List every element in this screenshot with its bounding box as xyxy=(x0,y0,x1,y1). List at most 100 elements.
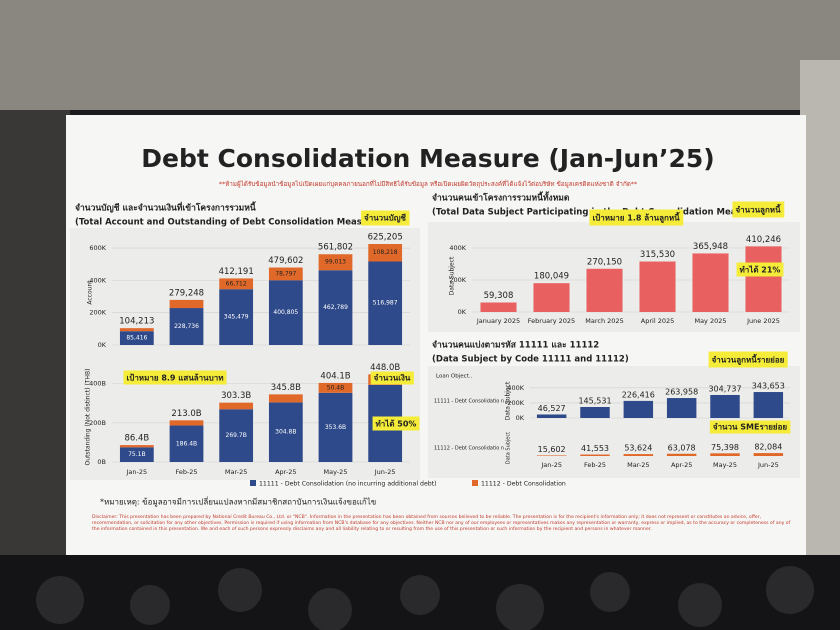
chart-title: จำนวนคนแบ่งตามรหัส 11111 และ 11112 xyxy=(432,340,599,351)
bar xyxy=(692,253,729,312)
bar-segment xyxy=(169,308,204,345)
y-tick-label: 400B xyxy=(89,380,106,388)
annotation-box xyxy=(123,370,227,385)
data-label: 516,987 xyxy=(373,300,398,307)
data-label: 462,789 xyxy=(323,304,348,311)
bar xyxy=(745,246,782,312)
y-axis-label: Account xyxy=(87,280,94,305)
bar-segment xyxy=(169,425,204,462)
legend-label: 11112 - Debt Consolidation xyxy=(481,481,566,488)
y-tick-label: 400K xyxy=(449,244,466,252)
y-tick-label: 200B xyxy=(89,419,106,427)
total-label: 213.0B xyxy=(171,409,201,419)
bar-segment xyxy=(219,289,254,345)
x-tick-label: May-25 xyxy=(713,461,737,469)
annotation: จำนวน SMEรายย่อย xyxy=(713,423,788,432)
data-label: 46,527 xyxy=(538,404,566,413)
bar-segment xyxy=(318,392,353,462)
y-axis-label: Data Subject xyxy=(449,256,456,295)
data-label: 78,797 xyxy=(275,270,296,277)
y-tick-label: 200K xyxy=(449,276,466,284)
data-label: 75,398 xyxy=(711,443,739,452)
legend-swatch xyxy=(472,480,478,486)
annotation: จำนวนบัญชี xyxy=(364,213,407,224)
annotation: เป้าหมาย 8.9 แสนล้านบาท xyxy=(127,373,224,383)
bar-segment xyxy=(268,402,303,462)
bar xyxy=(710,394,740,418)
data-label: 85,416 xyxy=(126,335,147,342)
data-label: 400,805 xyxy=(273,309,298,316)
bar-segment xyxy=(119,447,154,462)
annotation: ทำได้ 50% xyxy=(376,419,417,429)
data-label: 59,308 xyxy=(484,291,514,301)
data-label: 145,531 xyxy=(578,397,611,406)
y-axis-label: Outstanding (Not distinct) (THB) xyxy=(85,369,92,466)
bar xyxy=(623,400,654,418)
data-label: 41,553 xyxy=(581,444,609,453)
x-tick-label: Jan-25 xyxy=(126,468,148,476)
bar xyxy=(666,398,697,418)
data-label: 186.4B xyxy=(176,440,197,447)
bar xyxy=(536,455,567,456)
y-axis-label: Data Subject xyxy=(506,432,512,464)
y-tick-label: 200K xyxy=(507,399,524,407)
data-label: 365,948 xyxy=(693,242,728,252)
x-tick-label: Jun-25 xyxy=(374,468,396,476)
bar-segment xyxy=(318,382,353,393)
ceiling xyxy=(0,0,840,110)
x-tick-label: Feb-25 xyxy=(175,468,197,476)
annotation: จำนวนเงิน xyxy=(374,374,411,383)
data-label: 304.8B xyxy=(275,429,296,436)
bar-segment xyxy=(169,420,204,426)
y-axis-label: Data Subject xyxy=(505,381,512,420)
x-tick-label: Mar-25 xyxy=(225,468,247,476)
bar-segment xyxy=(119,328,154,332)
data-label: 15,602 xyxy=(538,445,566,454)
chart-subtitle: (Total Account and Outstanding of Debt C… xyxy=(75,218,387,228)
x-tick-label: March 2025 xyxy=(585,317,623,325)
data-label: 82,084 xyxy=(754,443,782,452)
bar-segment xyxy=(169,299,204,309)
total-label: 561,802 xyxy=(318,243,353,253)
facet-header: Loan Object.. xyxy=(436,374,473,380)
bar xyxy=(533,283,570,312)
x-tick-label: Apr-25 xyxy=(275,468,296,476)
x-tick-label: Apr-25 xyxy=(671,461,692,469)
annotation-box xyxy=(736,262,784,277)
bar xyxy=(580,407,610,418)
annotation-box xyxy=(372,416,420,431)
heads xyxy=(36,566,814,630)
slide-subtitle: **ห้ามผู้ได้รับข้อมูลนำข้อมูลไปเปิดเผยแก… xyxy=(219,179,637,188)
bar-segment xyxy=(119,331,154,345)
data-label: 269.7B xyxy=(226,432,247,439)
total-label: 448.0B xyxy=(370,363,400,373)
y-tick-label: 400K xyxy=(89,276,106,284)
data-label: 410,246 xyxy=(746,235,781,245)
bar-segment xyxy=(268,267,303,281)
bar-segment xyxy=(268,394,303,403)
y-tick-label: 0K xyxy=(98,341,107,349)
bar-segment xyxy=(219,278,254,290)
bar-segment xyxy=(119,445,154,448)
chart-subtitle: (Data Subject by Code 11111 and 11112) xyxy=(432,355,629,365)
y-tick-label: 400K xyxy=(507,384,524,392)
bar xyxy=(480,302,517,312)
annotation: เป้าหมาย 1.8 ล้านลูกหนี้ xyxy=(592,212,680,224)
annotation-box xyxy=(589,209,684,226)
bar xyxy=(753,392,784,418)
data-label: 50.4B xyxy=(327,384,344,391)
x-tick-label: May-25 xyxy=(324,468,348,476)
data-label: 343,653 xyxy=(752,382,785,391)
y-tick-label: 0K xyxy=(516,414,525,422)
bar-segment xyxy=(268,280,303,345)
data-label: 263,958 xyxy=(665,388,698,397)
x-tick-label: Jun-25 xyxy=(757,461,779,469)
total-label: 345.8B xyxy=(271,383,301,393)
wall xyxy=(0,110,70,560)
data-label: 226,416 xyxy=(622,390,655,399)
x-tick-label: February 2025 xyxy=(528,317,575,325)
bar xyxy=(623,454,654,456)
bar xyxy=(580,454,610,456)
data-label: 345,479 xyxy=(224,314,249,321)
